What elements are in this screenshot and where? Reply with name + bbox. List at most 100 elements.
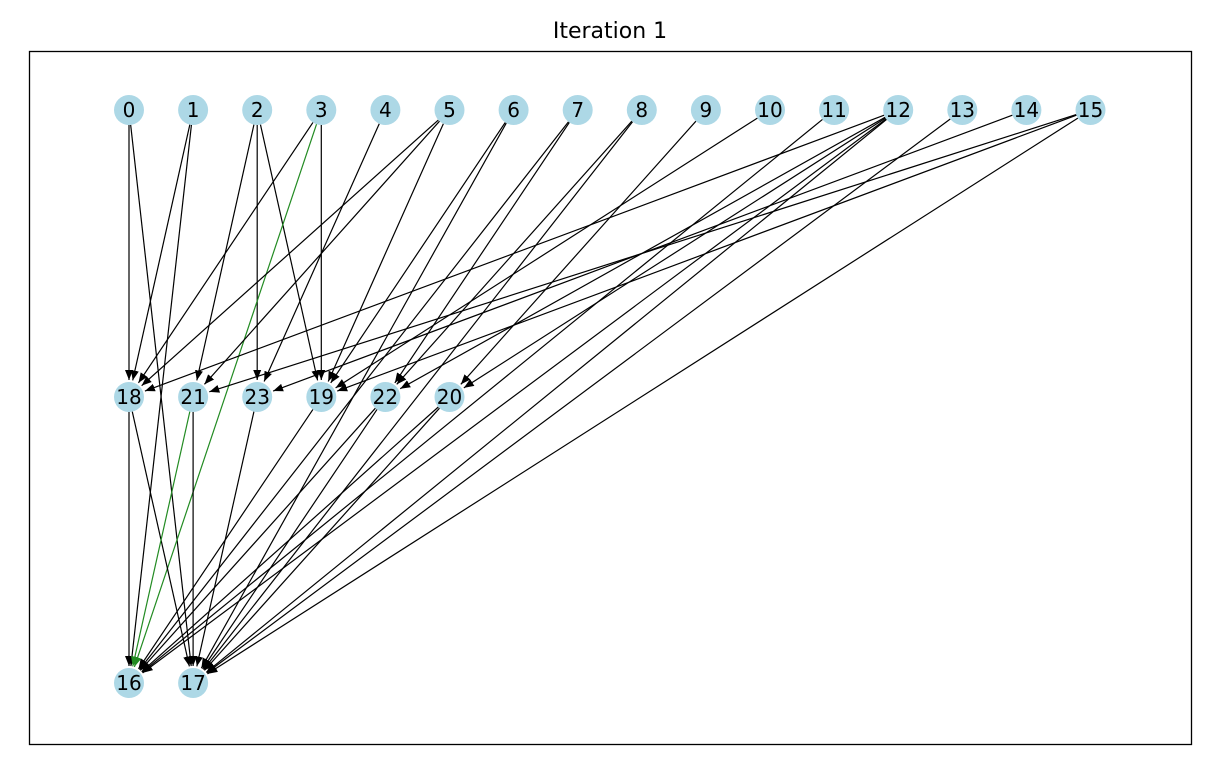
node-13: 13 bbox=[947, 95, 978, 125]
node-circle-12 bbox=[883, 95, 914, 125]
node-circle-4 bbox=[370, 95, 401, 125]
node-8: 8 bbox=[626, 95, 657, 125]
node-3: 3 bbox=[306, 95, 337, 125]
node-15: 15 bbox=[1075, 95, 1106, 125]
node-circle-19 bbox=[306, 382, 337, 412]
node-label-23: 23 bbox=[244, 385, 269, 409]
edge-12-to-20 bbox=[463, 117, 886, 389]
node-6: 6 bbox=[498, 95, 529, 125]
node-label-15: 15 bbox=[1078, 98, 1103, 122]
node-label-9: 9 bbox=[700, 98, 713, 122]
node-16: 16 bbox=[114, 668, 144, 698]
node-label-21: 21 bbox=[180, 385, 205, 409]
node-label-14: 14 bbox=[1014, 98, 1039, 122]
edge-8-to-17 bbox=[203, 121, 634, 670]
plot-frame bbox=[28, 50, 1193, 746]
node-label-4: 4 bbox=[379, 98, 392, 122]
edge-13-to-17 bbox=[206, 118, 951, 674]
node-circle-2 bbox=[242, 95, 273, 125]
node-label-0: 0 bbox=[123, 98, 136, 122]
node-circle-8 bbox=[626, 95, 657, 125]
node-circle-20 bbox=[434, 382, 465, 412]
edges-layer bbox=[125, 113, 1079, 675]
node-label-11: 11 bbox=[821, 98, 846, 122]
node-10: 10 bbox=[755, 95, 785, 125]
edge-15-to-17 bbox=[207, 117, 1079, 675]
edge-21-to-16 bbox=[131, 411, 191, 667]
node-label-7: 7 bbox=[571, 98, 584, 122]
edge-3-to-18 bbox=[137, 122, 314, 384]
edge-5-to-19 bbox=[327, 123, 444, 382]
edge-10-to-19 bbox=[335, 117, 758, 389]
node-circle-11 bbox=[819, 95, 850, 125]
node-20: 20 bbox=[434, 382, 465, 412]
node-label-20: 20 bbox=[437, 385, 462, 409]
node-circle-13 bbox=[947, 95, 978, 125]
node-17: 17 bbox=[178, 668, 209, 698]
edge-22-to-16 bbox=[139, 407, 376, 671]
node-circle-16 bbox=[114, 668, 144, 698]
node-4: 4 bbox=[370, 95, 401, 125]
node-label-19: 19 bbox=[309, 385, 334, 409]
node-label-6: 6 bbox=[507, 98, 520, 122]
node-14: 14 bbox=[1011, 95, 1042, 125]
node-7: 7 bbox=[562, 95, 593, 125]
edge-12-to-16 bbox=[142, 118, 887, 674]
node-label-10: 10 bbox=[757, 98, 782, 122]
node-circle-18 bbox=[114, 382, 144, 412]
edge-12-to-18 bbox=[144, 114, 885, 392]
node-2: 2 bbox=[242, 95, 273, 125]
node-label-17: 17 bbox=[180, 671, 205, 695]
node-label-18: 18 bbox=[116, 385, 141, 409]
node-circle-1 bbox=[178, 95, 209, 125]
node-11: 11 bbox=[819, 95, 850, 125]
node-18: 18 bbox=[114, 382, 144, 412]
edge-11-to-16 bbox=[141, 118, 823, 673]
edge-1-to-18 bbox=[130, 124, 191, 381]
edge-15-to-21 bbox=[209, 113, 1077, 393]
edge-9-to-20 bbox=[460, 120, 697, 385]
edge-7-to-16 bbox=[139, 121, 569, 670]
node-circle-22 bbox=[370, 382, 401, 412]
node-circle-17 bbox=[178, 668, 209, 698]
edge-3-to-16 bbox=[133, 124, 318, 668]
edge-20-to-16 bbox=[141, 406, 439, 673]
node-label-22: 22 bbox=[373, 385, 398, 409]
node-circle-15 bbox=[1075, 95, 1106, 125]
edge-20-to-17 bbox=[204, 407, 440, 671]
node-0: 0 bbox=[114, 95, 144, 125]
edge-1-to-16 bbox=[128, 124, 193, 667]
edge-5-to-18 bbox=[141, 119, 439, 387]
node-1: 1 bbox=[178, 95, 209, 125]
node-9: 9 bbox=[690, 95, 721, 125]
edge-5-to-21 bbox=[203, 120, 440, 385]
node-circle-9 bbox=[690, 95, 721, 125]
node-23: 23 bbox=[242, 382, 273, 412]
node-label-8: 8 bbox=[635, 98, 648, 122]
edge-19-to-16 bbox=[137, 409, 314, 670]
edge-2-to-19 bbox=[259, 124, 320, 381]
node-label-16: 16 bbox=[116, 671, 141, 695]
node-label-12: 12 bbox=[885, 98, 910, 122]
node-label-2: 2 bbox=[251, 98, 264, 122]
node-label-5: 5 bbox=[443, 98, 456, 122]
node-circle-23 bbox=[242, 382, 273, 412]
node-12: 12 bbox=[883, 95, 914, 125]
node-19: 19 bbox=[306, 382, 337, 412]
node-21: 21 bbox=[178, 382, 209, 412]
node-circle-7 bbox=[562, 95, 593, 125]
node-label-13: 13 bbox=[950, 98, 975, 122]
node-circle-3 bbox=[306, 95, 337, 125]
edge-6-to-19 bbox=[330, 122, 506, 384]
node-label-1: 1 bbox=[187, 98, 200, 122]
node-5: 5 bbox=[434, 95, 465, 125]
edge-7-to-22 bbox=[394, 122, 570, 384]
node-22: 22 bbox=[370, 382, 401, 412]
node-label-3: 3 bbox=[315, 98, 328, 122]
node-circle-0 bbox=[114, 95, 144, 125]
node-circle-5 bbox=[434, 95, 465, 125]
node-circle-10 bbox=[755, 95, 785, 125]
edge-15-to-19 bbox=[337, 114, 1077, 392]
